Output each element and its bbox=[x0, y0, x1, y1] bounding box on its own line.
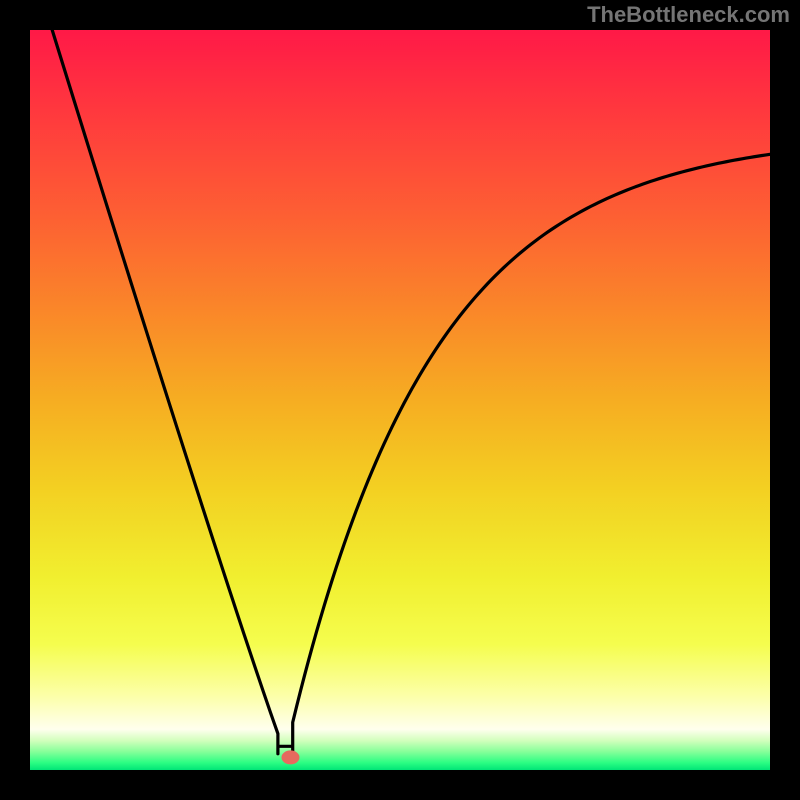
bottleneck-chart bbox=[0, 0, 800, 800]
chart-container: TheBottleneck.com bbox=[0, 0, 800, 800]
plot-background bbox=[30, 30, 770, 770]
watermark-text: TheBottleneck.com bbox=[587, 2, 790, 28]
optimum-marker bbox=[281, 750, 299, 764]
